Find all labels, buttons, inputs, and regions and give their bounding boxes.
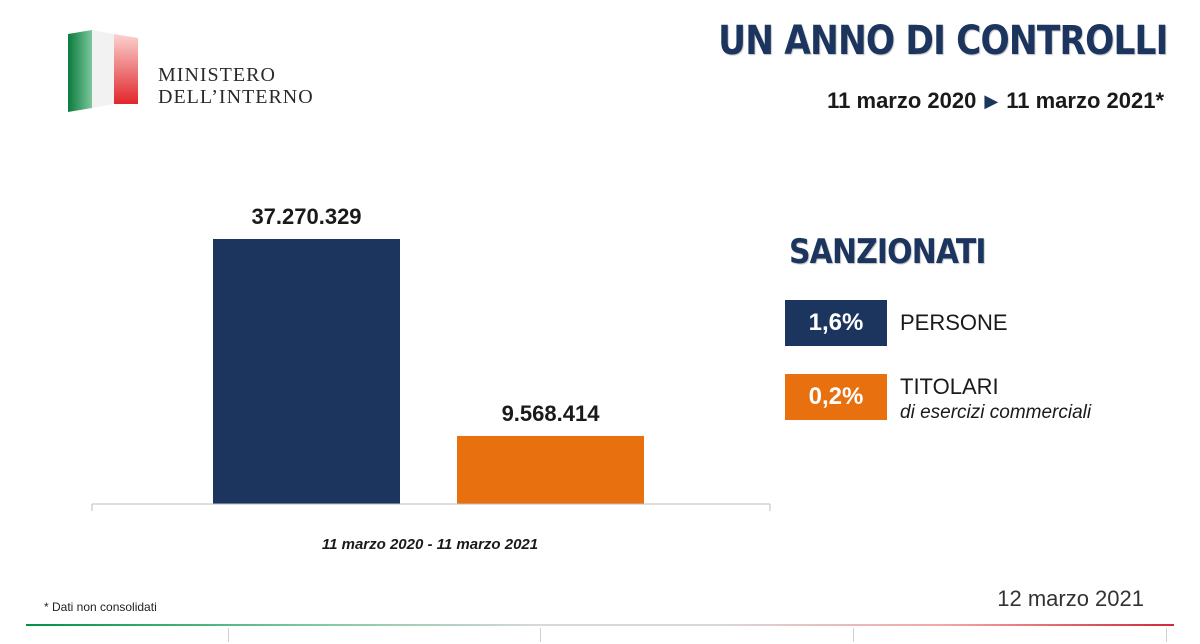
ministry-logo: [68, 30, 138, 112]
logo-green-band: [68, 30, 92, 112]
bottom-divider: [26, 624, 1174, 626]
persone-label: PERSONE: [900, 310, 1008, 335]
bottom-tick: [540, 628, 541, 642]
footnote: * Dati non consolidati: [44, 600, 157, 614]
bottom-tick: [228, 628, 229, 642]
bottom-tick: [1166, 628, 1167, 642]
persone-percent-badge: 1,6%: [785, 300, 887, 346]
bar-value-label-0: 37.270.329: [251, 204, 361, 229]
bottom-tick: [853, 628, 854, 642]
ministry-name-line2: DELL’INTERNO: [158, 86, 314, 108]
page-title: UN ANNO DI CONTROLLI: [718, 18, 1169, 64]
titolari-sublabel: di esercizi commerciali: [900, 402, 1092, 423]
date-range-end: 11 marzo 2021*: [1006, 88, 1164, 113]
date-range: 11 marzo 2020 ▶ 11 marzo 2021*: [827, 88, 1164, 114]
sanzionati-title: SANZIONATI: [789, 232, 987, 272]
titolari-percent-badge: 0,2%: [785, 374, 887, 420]
bar-0: [213, 239, 400, 504]
ministry-name: MINISTERO DELL’INTERNO: [158, 64, 314, 108]
bar-value-label-1: 9.568.414: [502, 401, 601, 426]
ministry-name-line1: MINISTERO: [158, 64, 276, 86]
logo-white-band: [92, 30, 114, 108]
chart-bars: [213, 239, 644, 504]
date-range-start: 11 marzo 2020: [827, 88, 977, 113]
bar-chart: 37.270.329 9.568.414 11 marzo 2020 - 11 m…: [91, 204, 771, 553]
play-arrow-icon: ▶: [984, 90, 999, 111]
titolari-label: TITOLARI: [900, 374, 999, 399]
slide-date: 12 marzo 2021: [997, 586, 1144, 611]
x-axis-label: 11 marzo 2020 - 11 marzo 2021: [322, 536, 538, 553]
bar-1: [457, 435, 644, 504]
chart-value-labels: 37.270.329 9.568.414: [251, 204, 600, 426]
logo-red-band: [114, 34, 138, 104]
